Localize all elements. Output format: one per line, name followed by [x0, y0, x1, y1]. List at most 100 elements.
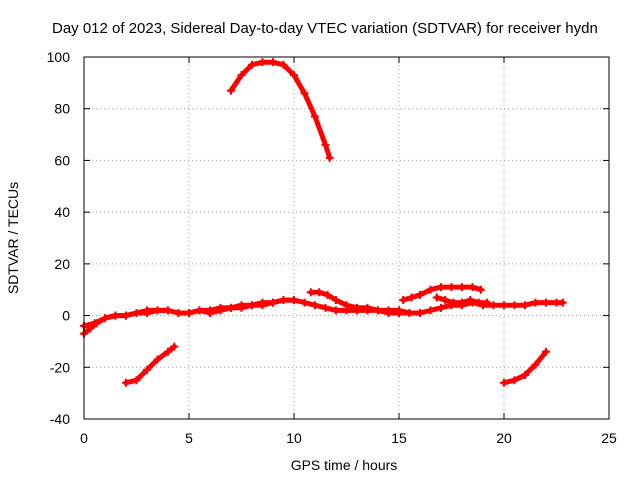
data-point	[311, 112, 319, 121]
data-point	[101, 314, 109, 323]
data-point	[510, 301, 519, 310]
data-point	[325, 153, 334, 162]
data-point	[353, 303, 361, 312]
data-point	[426, 285, 435, 294]
data-point	[542, 298, 550, 307]
data-point	[405, 308, 414, 317]
y-tick-label: -20	[50, 359, 70, 375]
data-point	[164, 347, 172, 356]
data-point	[258, 58, 267, 67]
data-point	[216, 306, 225, 315]
data-point	[489, 301, 498, 310]
data-point	[500, 378, 508, 387]
data-point	[111, 311, 120, 320]
data-point	[227, 86, 235, 95]
y-tick-label: -40	[50, 411, 70, 427]
data-point	[290, 71, 298, 80]
data-point	[153, 306, 162, 315]
data-point	[500, 301, 508, 310]
data-point	[132, 376, 141, 385]
data-point	[279, 60, 288, 69]
data-point	[342, 301, 351, 310]
series-arc-8	[227, 58, 334, 162]
data-point	[531, 298, 540, 307]
y-axis-label: SDTVAR / TECUs	[5, 182, 21, 294]
series-arc-7	[122, 342, 179, 387]
data-point	[449, 298, 458, 307]
series-line	[228, 59, 333, 161]
data-point	[384, 306, 393, 315]
data-point	[86, 324, 95, 333]
data-point	[437, 283, 445, 292]
data-point	[483, 298, 492, 307]
data-point	[468, 283, 477, 292]
data-point	[164, 306, 172, 315]
data-point	[432, 293, 441, 302]
data-point	[323, 290, 332, 299]
series-arc-9	[500, 347, 550, 387]
data-point	[510, 376, 519, 385]
x-tick-label: 5	[185, 430, 193, 446]
data-point	[315, 288, 324, 297]
data-point	[458, 283, 466, 292]
x-tick-label: 25	[601, 430, 617, 446]
data-point	[332, 296, 340, 305]
data-point	[441, 296, 450, 305]
data-point	[458, 298, 466, 307]
x-tick-label: 15	[391, 430, 407, 446]
data-point	[447, 283, 456, 292]
x-tick-label: 20	[496, 430, 512, 446]
y-tick-label: 40	[54, 204, 70, 220]
data-point	[122, 378, 130, 387]
series-line	[81, 307, 171, 337]
series-arc-5	[399, 283, 485, 305]
axis-ticks: 0 5 10 15 20 25 -40 -20 0 20 40 60 80 100	[47, 49, 617, 446]
data-point	[476, 285, 485, 294]
data-point	[248, 60, 256, 69]
y-tick-label: 80	[54, 101, 70, 117]
data-point	[474, 298, 483, 307]
series-arc-4	[306, 288, 424, 317]
data-point	[92, 319, 101, 328]
plot-frame	[83, 56, 610, 420]
data-point	[416, 308, 424, 317]
data-point	[143, 365, 151, 374]
data-point	[416, 290, 424, 299]
x-axis-label: GPS time / hours	[291, 457, 398, 473]
data-point	[195, 306, 204, 315]
grid-lines	[84, 57, 609, 419]
data-point	[426, 306, 435, 315]
chart-title: Day 012 of 2023, Sidereal Day-to-day VTE…	[52, 20, 598, 37]
data-point	[558, 298, 567, 307]
data-point	[300, 298, 309, 307]
data-point	[374, 306, 382, 315]
data-point	[185, 308, 193, 317]
data-point	[248, 301, 256, 310]
x-tick-label: 0	[80, 430, 88, 446]
data-point	[466, 296, 475, 305]
data-point	[237, 71, 246, 80]
y-tick-label: 100	[47, 49, 71, 65]
data-point	[542, 347, 550, 356]
data-point	[237, 301, 246, 310]
data-point	[174, 308, 183, 317]
data-point	[269, 298, 277, 307]
y-tick-label: 20	[54, 256, 70, 272]
y-tick-label: 0	[62, 308, 70, 324]
data-point	[311, 301, 319, 310]
data-point	[437, 303, 445, 312]
data-point	[290, 296, 298, 305]
data-point	[122, 311, 130, 320]
data-point	[399, 296, 408, 305]
data-point	[279, 296, 288, 305]
plot-area	[80, 58, 567, 387]
series-arc-6	[432, 293, 492, 307]
data-point	[170, 342, 179, 351]
x-tick-label: 10	[286, 430, 302, 446]
data-point	[521, 301, 529, 310]
data-point	[206, 308, 214, 317]
y-tick-label: 60	[54, 152, 70, 168]
data-point	[306, 288, 315, 297]
data-point	[321, 303, 330, 312]
